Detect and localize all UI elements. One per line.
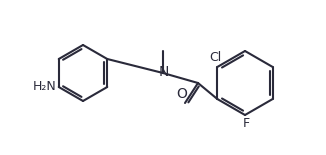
Text: H₂N: H₂N [33,80,57,93]
Text: O: O [177,87,187,101]
Text: Cl: Cl [209,51,221,64]
Text: F: F [243,117,250,130]
Text: N: N [159,65,169,79]
